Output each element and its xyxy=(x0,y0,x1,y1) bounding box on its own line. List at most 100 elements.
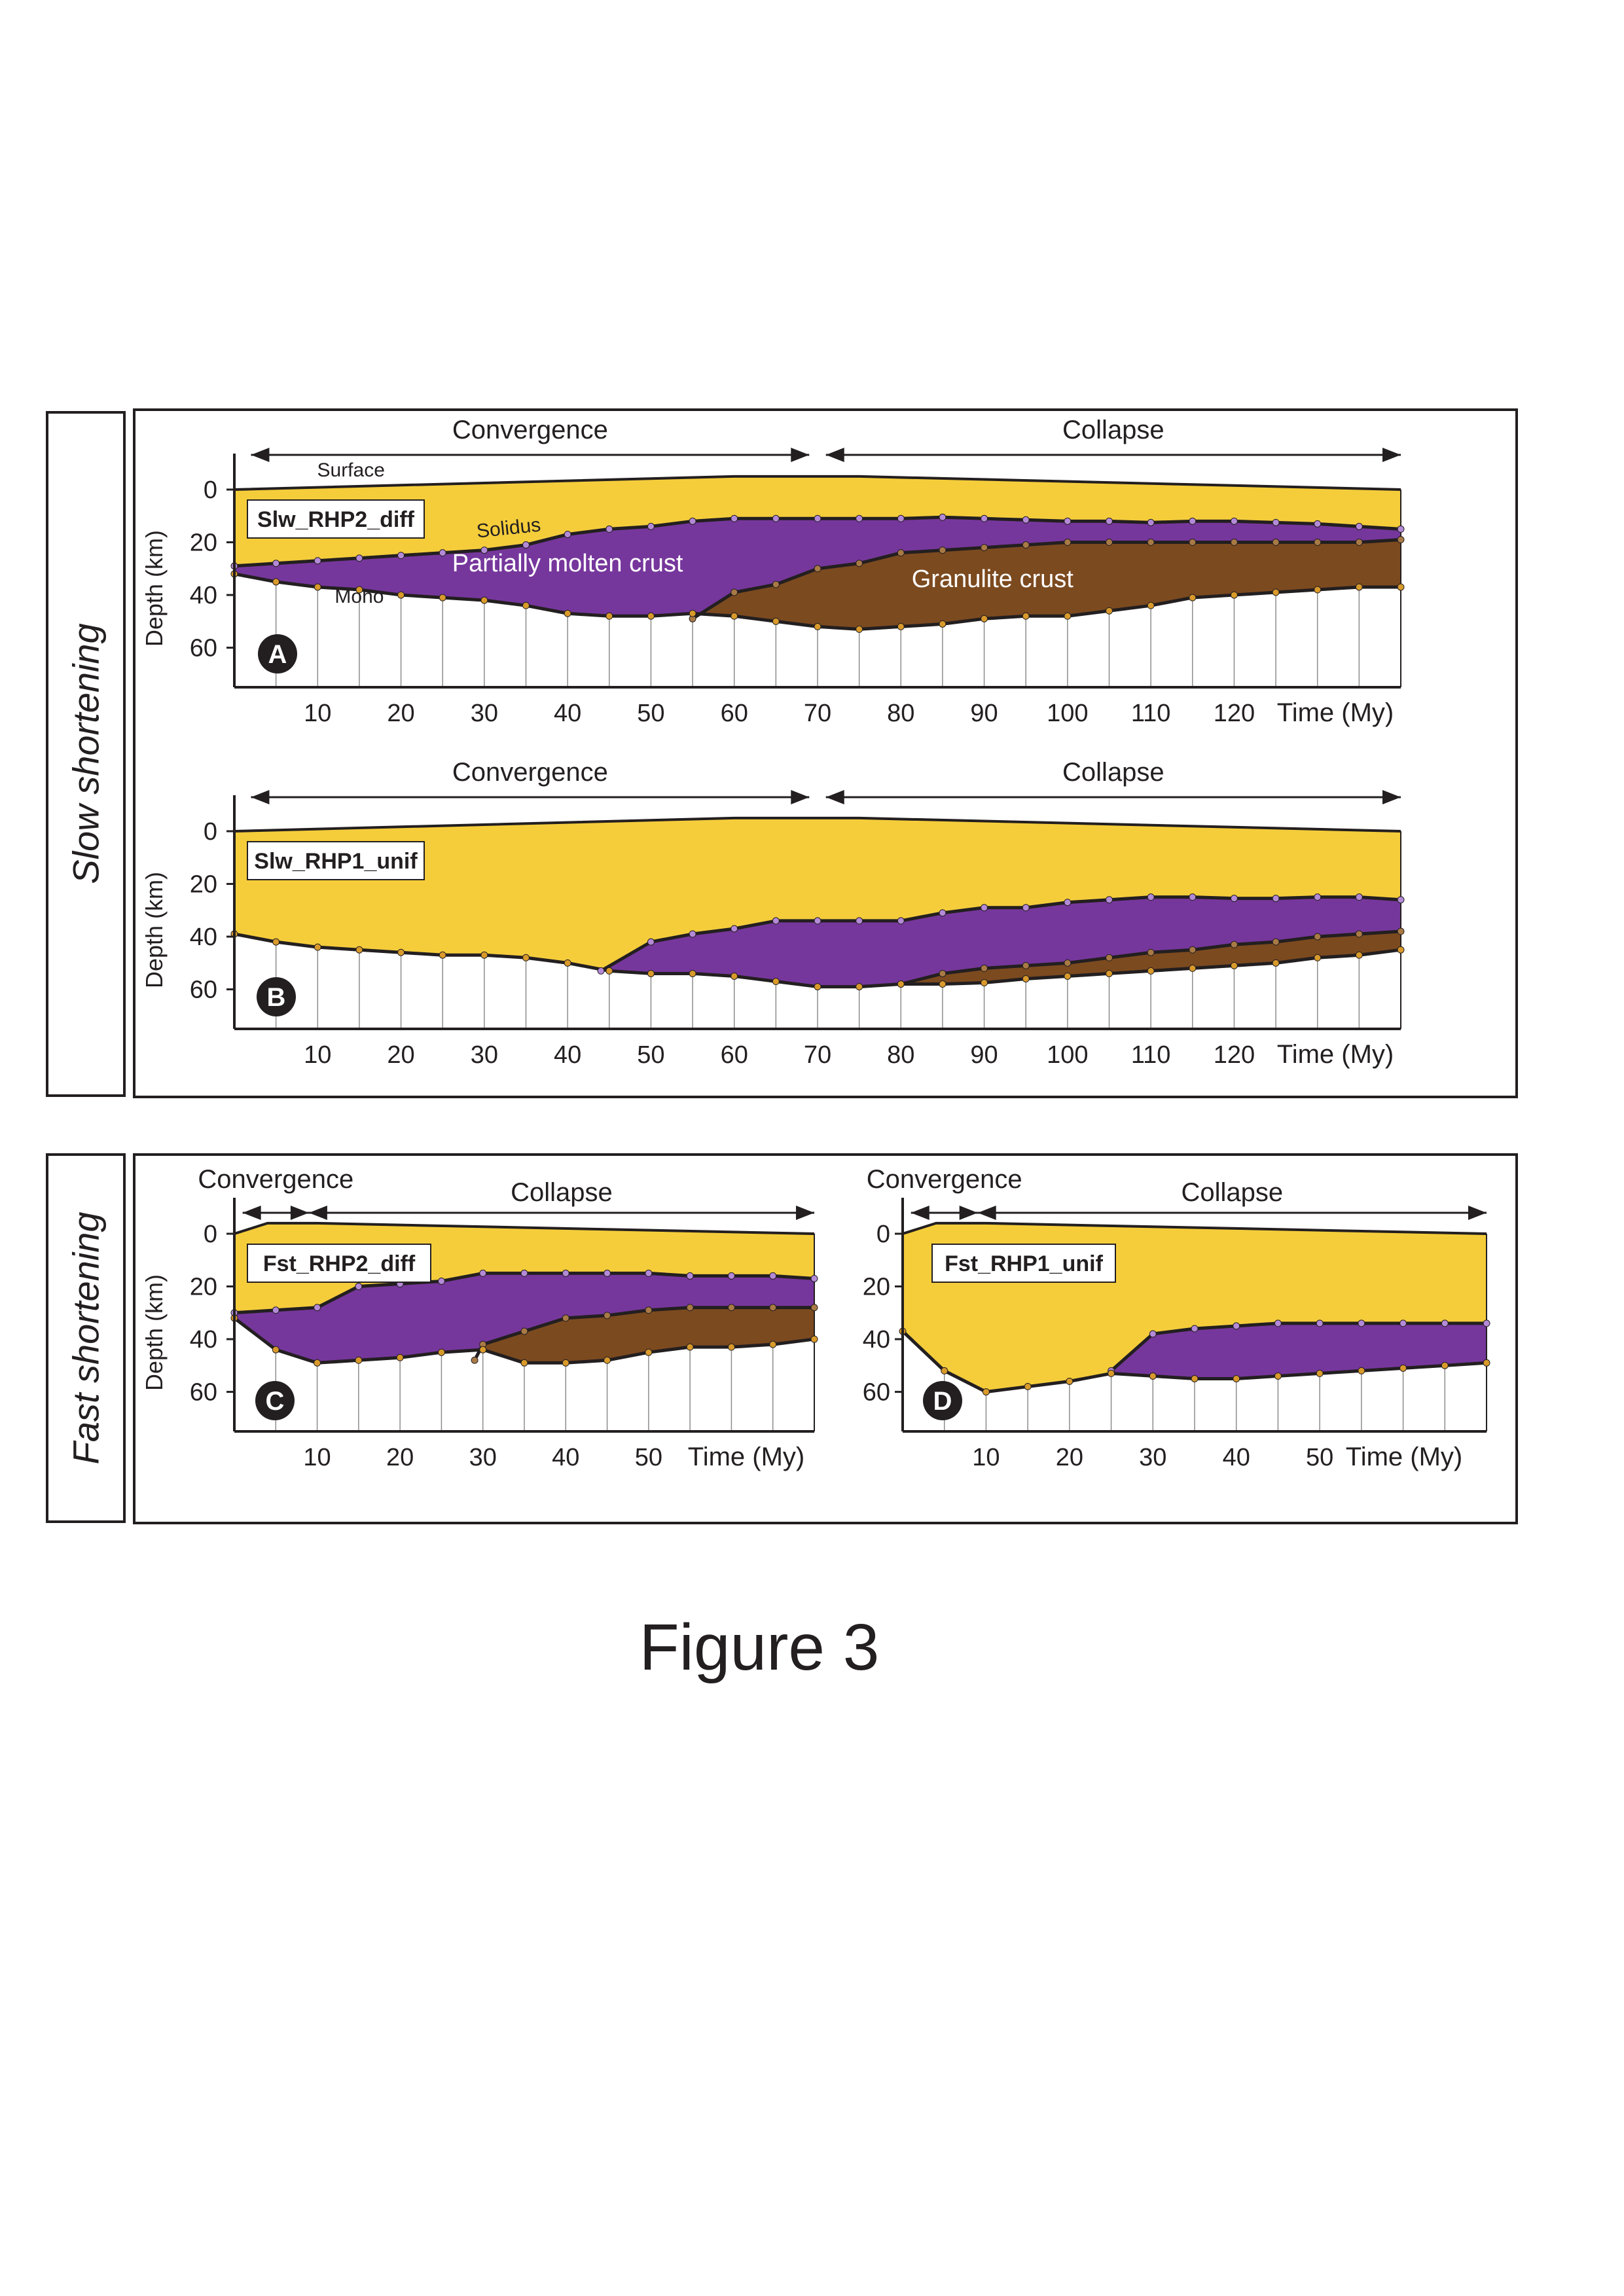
moho-point xyxy=(314,1359,321,1367)
granulite-point xyxy=(939,969,947,977)
y-tick-label: 20 xyxy=(190,871,217,899)
solidus-point xyxy=(981,514,988,522)
phase-label-collapse: Collapse xyxy=(1182,1178,1284,1207)
solidus-point xyxy=(597,967,605,975)
moho-point xyxy=(981,979,988,987)
solidus-point xyxy=(1355,893,1363,901)
y-axis-label: Depth (km) xyxy=(141,530,168,647)
fast-shortening-label-box xyxy=(46,1153,126,1523)
granulite-point xyxy=(1314,539,1322,547)
y-tick-label: 0 xyxy=(876,1221,890,1248)
moho-point xyxy=(1147,601,1155,609)
solidus-point xyxy=(1230,895,1238,903)
x-tick-label: 20 xyxy=(1056,1444,1083,1471)
moho-point xyxy=(941,1367,948,1374)
moho-point xyxy=(480,951,488,959)
y-tick-label: 20 xyxy=(863,1274,890,1301)
granulite-point xyxy=(1355,930,1363,938)
y-tick-label: 20 xyxy=(190,529,217,557)
moho-point xyxy=(1230,591,1238,599)
moho-point xyxy=(564,959,571,967)
phase-label-collapse: Collapse xyxy=(511,1178,613,1207)
phase-arrow-head xyxy=(791,448,810,462)
moho-point xyxy=(522,601,530,609)
solidus-point xyxy=(1272,518,1280,526)
moho-point xyxy=(314,583,321,591)
model-name-box xyxy=(247,1244,431,1283)
granulite-point xyxy=(1189,539,1197,547)
moho-point xyxy=(1483,1359,1490,1367)
solidus-point xyxy=(480,547,488,554)
moho-point xyxy=(856,983,863,991)
moho-point xyxy=(1233,1374,1240,1382)
phase-arrow-head xyxy=(251,448,270,462)
solidus-point xyxy=(355,1283,363,1291)
moho-point xyxy=(479,1346,487,1354)
granulite-point xyxy=(727,1304,735,1312)
phase-arrow-head xyxy=(796,1206,814,1220)
solidus-point xyxy=(479,1269,487,1277)
solidus-point xyxy=(731,925,738,933)
solidus-point xyxy=(810,1274,818,1282)
phase-arrow-head xyxy=(242,1206,261,1220)
moho-point xyxy=(604,1356,611,1364)
y-tick-label: 40 xyxy=(190,1326,217,1354)
x-tick-label: 40 xyxy=(554,1041,581,1069)
phase-label-convergence: Convergence xyxy=(452,758,608,787)
y-tick-label: 60 xyxy=(863,1379,890,1407)
granulite-point xyxy=(1230,941,1238,948)
moho-point xyxy=(1314,586,1322,594)
model-name-box xyxy=(247,499,425,539)
panel-badge-letter: B xyxy=(267,983,286,1012)
granulite-point xyxy=(1106,539,1113,547)
solidus-point xyxy=(772,917,780,925)
x-tick-label: 40 xyxy=(552,1444,579,1471)
moho-point xyxy=(437,1348,445,1356)
moho-point xyxy=(396,1354,404,1361)
solidus-point xyxy=(1358,1319,1365,1327)
chart-panel-b: 0 20 40 60 10 20 30 40 50 60 70 80 90 100 110 120 Time (… xyxy=(141,758,1405,1069)
solidus-line xyxy=(1110,1321,1487,1372)
solidus-point xyxy=(522,541,530,549)
moho-point xyxy=(397,948,405,956)
solidus-line xyxy=(600,895,1401,973)
granulite-point xyxy=(981,544,988,552)
solidus-point xyxy=(897,917,905,925)
solidus-point xyxy=(355,554,363,562)
moho-point xyxy=(1189,964,1197,972)
x-tick-label: 10 xyxy=(304,1041,331,1069)
moho-point xyxy=(689,969,696,977)
moho-point xyxy=(1355,951,1363,959)
phase-arrow-head xyxy=(308,1206,327,1220)
moho-point xyxy=(1022,612,1030,620)
granulite-point xyxy=(1064,959,1072,967)
x-tick-label: 100 xyxy=(1047,1041,1088,1069)
moho-point xyxy=(982,1388,990,1396)
solidus-point xyxy=(1314,893,1322,901)
moho-point xyxy=(1189,594,1197,601)
phase-label-collapse: Collapse xyxy=(1062,416,1164,444)
moho-point xyxy=(1355,583,1363,591)
solidus-point xyxy=(1189,893,1197,901)
moho-point xyxy=(397,591,405,599)
y-tick-label: 40 xyxy=(863,1326,890,1354)
solidus-point xyxy=(856,514,863,522)
panel-badge-letter: D xyxy=(933,1387,952,1416)
model-name-box xyxy=(931,1244,1116,1283)
moho-point xyxy=(689,609,696,617)
solidus-point xyxy=(1483,1319,1490,1327)
moho-point xyxy=(1108,1369,1115,1377)
partially-molten-area xyxy=(1111,1323,1487,1379)
granulite-point xyxy=(731,588,738,596)
granulite-line xyxy=(473,1306,814,1361)
y-tick-label: 60 xyxy=(190,977,217,1004)
solidus-point xyxy=(689,930,696,938)
granulite-point xyxy=(1230,539,1238,547)
solidus-point xyxy=(814,514,821,522)
solidus-point xyxy=(939,909,947,917)
annotation-surface: Surface xyxy=(317,459,385,481)
solidus-point xyxy=(1316,1319,1324,1327)
phase-arrow-head xyxy=(251,790,270,804)
y-tick-label: 0 xyxy=(204,818,217,846)
solidus-point xyxy=(1233,1322,1240,1330)
